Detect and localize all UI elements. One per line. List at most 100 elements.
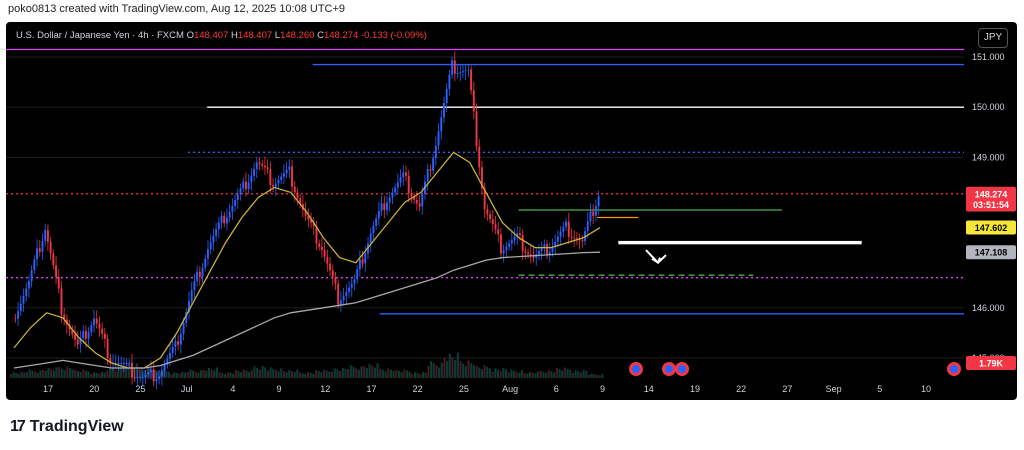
- volume-bar: [210, 369, 213, 378]
- volume-bar: [186, 372, 189, 378]
- candle-body: [453, 60, 456, 74]
- volume-bar: [595, 374, 599, 378]
- price-chart[interactable]: 151.000150.000149.000146.000145.00017202…: [6, 22, 1017, 400]
- volume-bar: [250, 370, 253, 378]
- candle-body: [117, 362, 120, 364]
- candle-body: [84, 331, 87, 339]
- volume-bar: [173, 372, 176, 378]
- volume-bar: [92, 372, 96, 378]
- volume-bar: [28, 369, 31, 378]
- candle-body: [304, 210, 307, 216]
- volume-bar: [459, 361, 462, 378]
- candle-body: [46, 230, 49, 242]
- candle-body: [323, 250, 326, 257]
- volume-bar: [202, 369, 205, 378]
- price-tag-3: [966, 245, 1016, 260]
- volume-bar: [325, 370, 328, 378]
- x-tick-label: 14: [644, 384, 654, 394]
- candle-body: [272, 184, 275, 187]
- volume-bar: [213, 370, 216, 378]
- x-tick-label: 5: [877, 384, 882, 394]
- candle-body: [236, 194, 239, 200]
- candle-body: [52, 253, 55, 266]
- candle-body: [375, 218, 378, 226]
- volume-bar: [282, 371, 285, 378]
- currency-badge[interactable]: JPY: [978, 28, 1008, 48]
- volume-bar: [197, 372, 200, 378]
- volume-bar: [39, 370, 42, 378]
- volume-bar: [569, 370, 572, 378]
- candle-body: [163, 364, 166, 371]
- candle-body: [250, 175, 253, 183]
- x-tick-label: 10: [921, 384, 931, 394]
- volume-bar: [523, 372, 526, 378]
- volume-bar: [87, 371, 90, 378]
- volume-bar: [427, 366, 430, 378]
- volume-bar: [74, 369, 77, 378]
- chart-panel[interactable]: U.S. Dollar / Japanese Yen · 4h · FXCM O…: [6, 22, 1017, 400]
- candle-body: [198, 271, 201, 277]
- candle-body: [101, 328, 104, 334]
- candle-body: [288, 166, 291, 170]
- price-tag-4: [966, 355, 1016, 370]
- candle-body: [345, 291, 348, 297]
- volume-bar: [216, 367, 219, 378]
- candle-body: [339, 300, 342, 305]
- volume-bar: [304, 374, 307, 378]
- volume-bar: [547, 370, 550, 378]
- candle-body: [155, 378, 158, 382]
- y-tick-label: 146.000: [972, 303, 1005, 313]
- volume-bar: [320, 372, 323, 378]
- volume-bar: [579, 372, 582, 378]
- volume-bar: [207, 367, 211, 378]
- candle-body: [17, 311, 20, 319]
- volume-bar: [221, 373, 224, 378]
- volume-bar: [240, 372, 243, 378]
- candle-body: [95, 318, 98, 324]
- candle-body: [475, 111, 478, 147]
- volume-bar: [229, 372, 232, 378]
- volume-bar: [133, 367, 136, 378]
- candle-body: [318, 243, 321, 247]
- volume-bar: [561, 370, 564, 378]
- volume-bar: [475, 365, 478, 378]
- tradingview-logo: 17 TradingView: [10, 418, 124, 436]
- candle-body: [201, 267, 204, 277]
- volume-bar: [408, 371, 411, 378]
- volume-bar: [598, 375, 601, 378]
- volume-bar: [419, 373, 422, 378]
- volume-bar: [26, 372, 29, 378]
- candle-body: [87, 332, 90, 339]
- volume-bar: [226, 372, 229, 378]
- volume-bar: [234, 369, 237, 378]
- candle-body: [63, 314, 66, 320]
- volume-bar: [95, 372, 98, 378]
- candle-body: [467, 69, 470, 71]
- candle-body: [443, 103, 445, 118]
- candle-body: [22, 296, 25, 304]
- candle-body: [337, 283, 340, 305]
- volume-bar: [76, 370, 79, 378]
- volume-bar: [154, 369, 157, 378]
- volume-bar: [333, 368, 336, 378]
- volume-bar: [175, 372, 178, 378]
- open-key: O: [186, 30, 194, 41]
- volume-bar: [512, 370, 516, 378]
- candle-body: [537, 250, 540, 255]
- y-tick-label: 151.000: [972, 52, 1005, 62]
- volume-bar: [52, 370, 55, 378]
- candle-body: [114, 362, 117, 364]
- candle-body: [551, 246, 554, 252]
- low-value: 148.260: [280, 30, 315, 41]
- candle-body: [513, 236, 516, 241]
- candle-body: [299, 198, 302, 205]
- candle-body: [391, 192, 394, 198]
- volume-bar: [162, 369, 165, 378]
- volume-bar: [488, 368, 491, 378]
- candle-body: [489, 214, 492, 220]
- candle-body: [291, 166, 294, 187]
- candle-body: [315, 225, 318, 244]
- candle-body: [399, 177, 402, 183]
- candle-body: [71, 329, 74, 335]
- volume-bar: [189, 369, 192, 378]
